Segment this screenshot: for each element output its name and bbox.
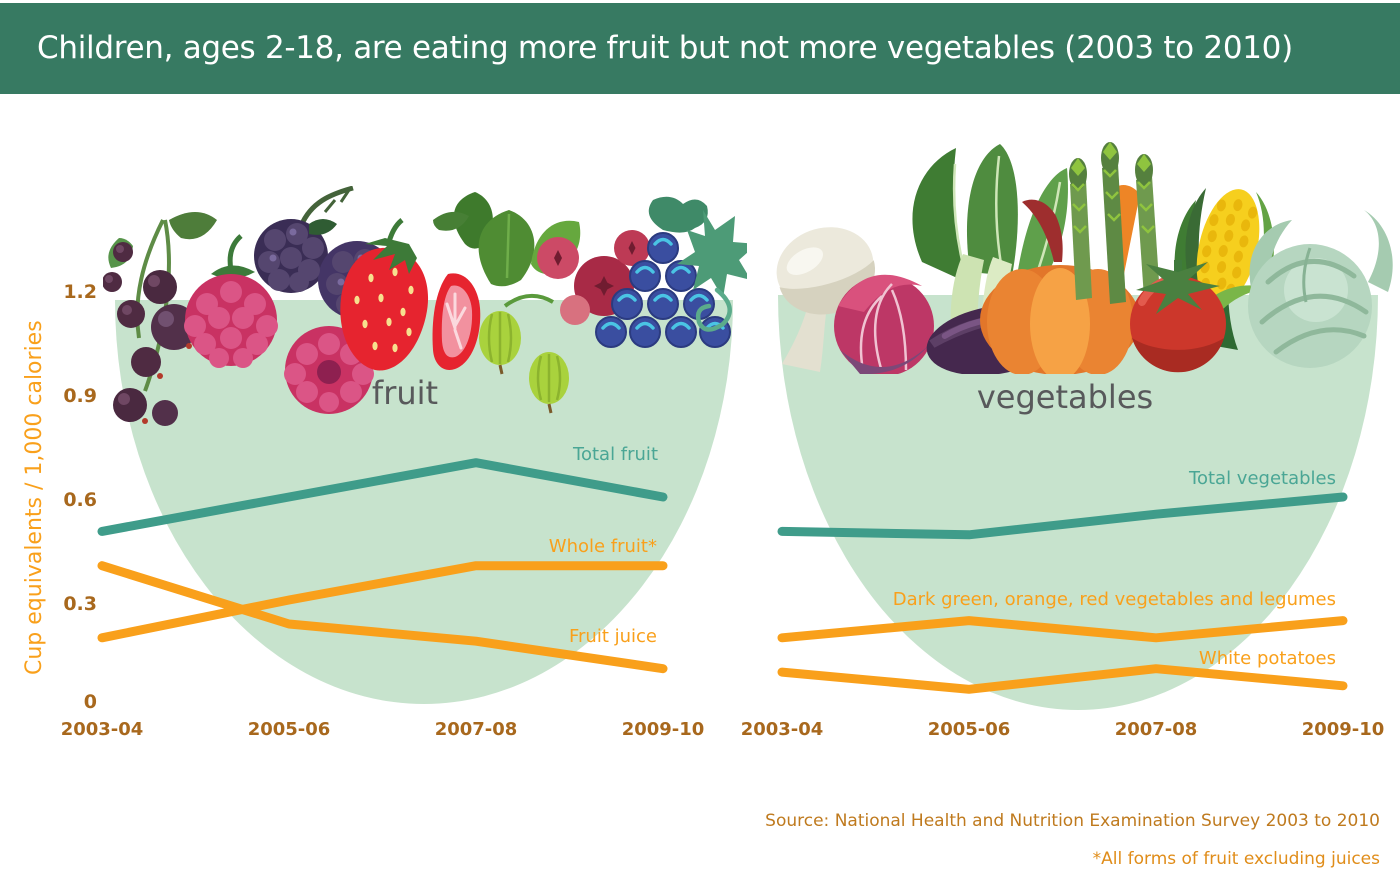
total-vegetables-line [777, 492, 1348, 540]
y-tick-0-9: 0.9 [63, 385, 97, 407]
veg-x-tick-2007-08: 2007-08 [1114, 719, 1198, 740]
source-note: Source: National Health and Nutrition Ex… [765, 811, 1380, 831]
whole-fruit-line [97, 561, 668, 643]
gooseberry-icon [479, 294, 569, 414]
raspberry-icon [184, 234, 374, 414]
dark-green-orange-red-vegetables-and-legumes-line [777, 616, 1348, 643]
mushroom-icon [776, 227, 876, 372]
tomato-icon [1130, 260, 1226, 373]
strawberry-icon [340, 218, 429, 371]
asparagus-icon [1069, 142, 1160, 304]
y-tick-1-2: 1.2 [63, 281, 97, 303]
veg-x-tick-2005-06: 2005-06 [927, 719, 1011, 740]
dark-green-orange-red-vegetables-label: Dark green, orange, red vegetables and l… [892, 589, 1336, 610]
whole-fruit-label: Whole fruit* [548, 536, 657, 557]
vine-leaf-icon [677, 210, 747, 332]
y-tick-0-6: 0.6 [63, 489, 97, 511]
fruit-x-tick-2005-06: 2005-06 [247, 719, 331, 740]
y-tick-0: 0 [83, 691, 97, 713]
footnote: *All forms of fruit excluding juices [1092, 849, 1380, 869]
vegetables-section-title: vegetables [976, 378, 1154, 416]
fruit-illustration [103, 186, 747, 426]
corn-icon [1185, 188, 1274, 332]
blackcurrant-icon [103, 212, 217, 426]
strawberry-slice-icon [432, 273, 481, 370]
fruit-juice-line [97, 561, 668, 674]
fruit-x-tick-2007-08: 2007-08 [434, 719, 518, 740]
fruit-x-tick-2009-10: 2009-10 [621, 719, 705, 740]
y-tick-0-3: 0.3 [63, 593, 97, 615]
white-potatoes-label: White potatoes [1198, 648, 1336, 669]
cabbage-icon [1248, 210, 1393, 368]
bok-choy-icon [912, 144, 1068, 374]
page-title: Children, ages 2-18, are eating more fru… [37, 30, 1293, 66]
veg-x-tick-2003-04: 2003-04 [740, 719, 824, 740]
fruit-juice-label: Fruit juice [568, 626, 657, 647]
fruit-section-title: fruit [371, 374, 439, 412]
total-fruit-line [97, 458, 668, 536]
radicchio-icon [834, 274, 934, 374]
grapes-icon [594, 196, 732, 349]
total-vegetables-label: Total vegetables [1189, 468, 1336, 489]
vegetables-illustration [776, 142, 1393, 374]
fruit-x-tick-2003-04: 2003-04 [60, 719, 144, 740]
pumpkin-icon [980, 199, 1140, 374]
veg-x-tick-2009-10: 2009-10 [1301, 719, 1385, 740]
total-fruit-label: Total fruit [573, 444, 658, 465]
title-bar: Children, ages 2-18, are eating more fru… [0, 3, 1400, 94]
white-potatoes-line [777, 664, 1348, 694]
